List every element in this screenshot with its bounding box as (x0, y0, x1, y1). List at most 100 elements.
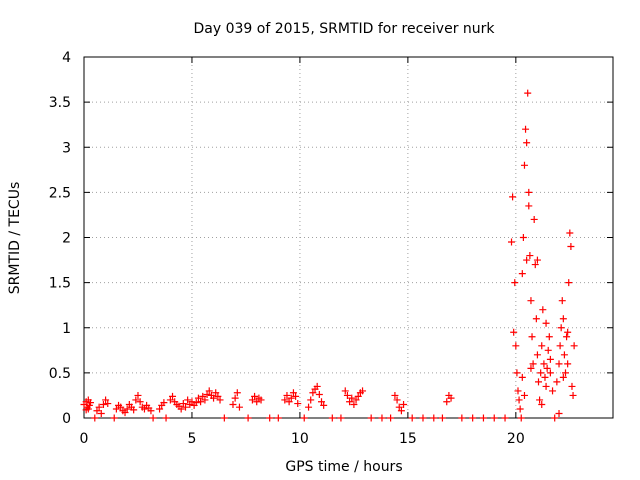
data-point (532, 315, 540, 323)
data-point (315, 391, 323, 399)
data-point (121, 409, 129, 417)
data-point (283, 391, 291, 399)
data-point (511, 279, 519, 287)
data-point (123, 405, 131, 413)
data-point (110, 414, 118, 422)
data-point (469, 414, 477, 422)
data-point (181, 403, 189, 411)
grid-lines (84, 57, 613, 418)
data-points (80, 89, 578, 422)
data-point (528, 333, 536, 341)
y-tick-label: 2 (62, 231, 71, 247)
data-point (266, 414, 274, 422)
data-point (568, 382, 576, 390)
data-point (352, 396, 360, 404)
x-tick-label: 0 (80, 431, 89, 447)
data-point (117, 403, 125, 411)
data-point (530, 215, 538, 223)
data-point (248, 396, 256, 404)
data-point (320, 401, 328, 409)
y-tick-label: 0.5 (49, 366, 71, 382)
data-point (257, 396, 265, 404)
data-point (201, 396, 209, 404)
data-point (337, 414, 345, 422)
data-point (395, 403, 403, 411)
data-point (553, 378, 561, 386)
data-point (520, 161, 528, 169)
data-point (564, 328, 572, 336)
axis-ticks (83, 56, 613, 419)
data-point (214, 392, 222, 400)
data-point (285, 398, 293, 406)
data-point (140, 405, 148, 413)
data-point (289, 389, 297, 397)
data-point (538, 400, 546, 408)
data-point (551, 414, 559, 422)
data-point (244, 414, 252, 422)
data-point (570, 342, 578, 350)
data-point (287, 394, 295, 402)
y-tick-label: 1.5 (49, 276, 71, 292)
data-point (253, 398, 261, 406)
data-point (233, 389, 241, 397)
data-point (438, 414, 446, 422)
data-point (205, 387, 213, 395)
data-point (328, 414, 336, 422)
data-point (525, 188, 533, 196)
data-point (565, 279, 573, 287)
data-point (525, 202, 533, 210)
data-point (160, 399, 168, 407)
data-point (517, 414, 525, 422)
data-point (305, 403, 313, 411)
chart-title: Day 039 of 2015, SRMTID for receiver nur… (193, 21, 495, 37)
data-point (522, 125, 530, 133)
data-point (235, 403, 243, 411)
data-point (294, 400, 302, 408)
x-axis-label: GPS time / hours (285, 459, 402, 475)
data-point (400, 400, 408, 408)
data-point (134, 391, 142, 399)
data-point (281, 396, 289, 404)
data-point (546, 355, 554, 363)
data-point (95, 403, 103, 411)
data-point (210, 394, 218, 402)
data-point (367, 414, 375, 422)
data-point (556, 342, 564, 350)
data-point (194, 394, 202, 402)
data-point (561, 369, 569, 377)
y-tick-label: 2.5 (49, 185, 71, 201)
data-point (397, 407, 405, 415)
data-point (523, 256, 531, 264)
data-point (490, 414, 498, 422)
data-point (538, 342, 546, 350)
data-point (393, 396, 401, 404)
data-point (378, 414, 386, 422)
y-tick-label: 4 (62, 50, 71, 66)
data-point (518, 270, 526, 278)
data-point (542, 319, 550, 327)
x-tick-label: 5 (187, 431, 196, 447)
data-point (564, 360, 572, 368)
data-point (112, 405, 120, 413)
data-point (156, 405, 164, 413)
data-point (231, 394, 239, 402)
data-point (184, 396, 192, 404)
data-point (430, 414, 438, 422)
data-point (542, 382, 550, 390)
data-point (537, 369, 545, 377)
data-point (516, 405, 524, 413)
data-point (350, 400, 358, 408)
data-point (179, 400, 187, 408)
data-point (514, 387, 522, 395)
data-point (212, 389, 220, 397)
data-point (443, 398, 451, 406)
data-point (307, 396, 315, 404)
data-point (102, 396, 110, 404)
data-point (569, 391, 577, 399)
data-point (512, 342, 520, 350)
data-point (192, 399, 200, 407)
data-point (546, 369, 554, 377)
data-point (408, 414, 416, 422)
data-point (359, 387, 367, 395)
